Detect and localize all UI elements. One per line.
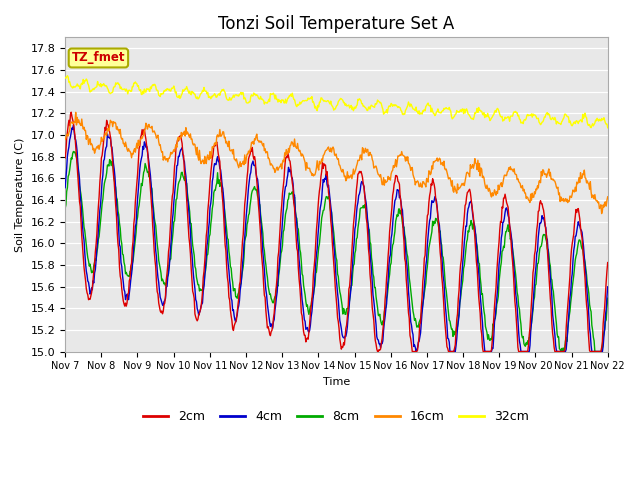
Text: TZ_fmet: TZ_fmet (72, 51, 125, 64)
X-axis label: Time: Time (323, 377, 350, 387)
Y-axis label: Soil Temperature (C): Soil Temperature (C) (15, 137, 25, 252)
Title: Tonzi Soil Temperature Set A: Tonzi Soil Temperature Set A (218, 15, 454, 33)
Legend: 2cm, 4cm, 8cm, 16cm, 32cm: 2cm, 4cm, 8cm, 16cm, 32cm (138, 405, 534, 428)
